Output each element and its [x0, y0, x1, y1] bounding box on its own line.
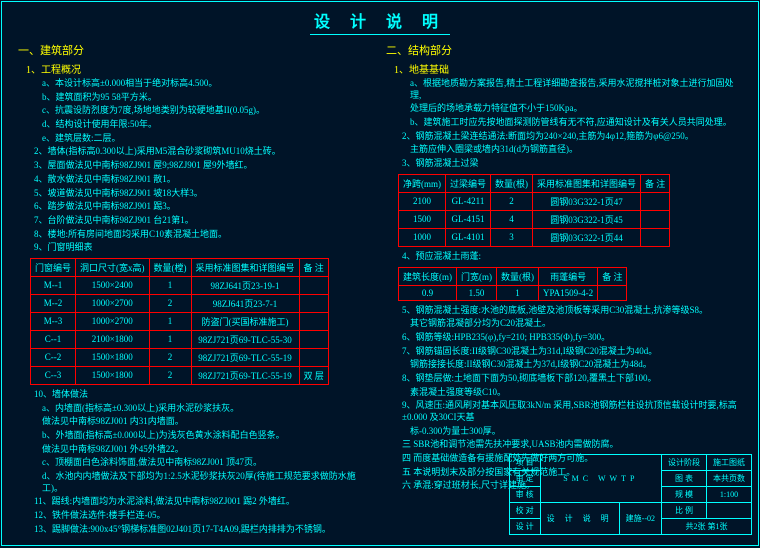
- s10b: b、外墙面(指标高±0.000以上)为浅灰色黄水涂料配白色竖条。: [42, 430, 374, 442]
- table-head: 净跨(mm) 过梁编号 数量(根) 采用标准图集和详图编号 备 注: [399, 174, 670, 192]
- rs1b: b、建筑施工时应先按地面探测防管线有无不符,应通知设计及有关人员共同处理。: [410, 117, 742, 129]
- rs1a2: 处理后的场地承载力特征值不小于150Kpa。: [410, 103, 742, 115]
- th: 过梁编号: [446, 174, 491, 192]
- table-row: C--21500×1800298ZJ721页69-TLC-55-19: [31, 348, 329, 366]
- s8: 8、楼地:所有房间地面均采用C10素混凝土地面。: [34, 229, 374, 241]
- s1b: b、建筑面积为95 58平方米。: [42, 92, 374, 104]
- right-h1: 二、结构部分: [386, 42, 742, 58]
- drawing-page: 设 计 说 明 一、建筑部分 1、工程概况 a、本设计标高±0.000相当于绝对…: [1, 1, 759, 546]
- rs9: 9、风速压:通风刷对基本风压取3kN/m 采用,SBR池钢筋栏柱设抗顶信载设计时…: [402, 400, 742, 423]
- tb-label: 规 模: [662, 487, 707, 503]
- tb-label: 审 核: [509, 487, 540, 503]
- rs5a: 其它钢筋混凝部分均为C20混凝土。: [410, 318, 742, 330]
- s10d: d、水池内内墙做法及下部均为1:2.5水泥砂浆扶灰20厚(待施工规范要求做防水施…: [42, 471, 374, 494]
- s4: 4、散水做法见中南标98ZJ901 散1。: [34, 174, 374, 186]
- th: 数量(根): [491, 174, 533, 192]
- tb-label: 审 定: [509, 471, 540, 487]
- canopy-table: 建筑长度(m) 门宽(m) 数量(根) 雨蓬编号 备 注 0.91.501YPA…: [398, 267, 627, 301]
- rs2: 2、钢筋混凝土梁连结通法:断面均为240×240,主筋为4φ12,箍筋为φ6@2…: [402, 131, 742, 143]
- tb-scale: 1:100: [707, 487, 752, 503]
- rs8a: 素混凝土强度等级C10。: [410, 387, 742, 399]
- rs8: 8、钢垫层做:土地面下面为50,砌底墙板下部120,覆黑土下部100。: [402, 373, 742, 385]
- s1c: c、抗震设防烈度为7度,场地地类别为较硬地基II(0.05g)。: [42, 105, 374, 117]
- th: 雨蓬编号: [539, 267, 598, 285]
- th: 门窗编号: [31, 258, 76, 276]
- th: 备 注: [299, 258, 328, 276]
- tb-val: 施工图纸: [707, 455, 752, 471]
- s12: 12、铁件做法选件:楼手栏连-05。: [34, 510, 374, 522]
- s5: 5、坡道做法见中南标98ZJ901 坡18大样3。: [34, 188, 374, 200]
- table-head: 门窗编号 洞口尺寸(宽x高) 数量(樘) 采用标准图集和详图编号 备 注: [31, 258, 329, 276]
- s10b2: 做法见中南标98ZJ001 外45外墙22。: [42, 444, 374, 456]
- th: 备 注: [598, 267, 627, 285]
- s1: 1、工程概况: [26, 61, 374, 76]
- tb-project: SMC WWTP: [540, 455, 661, 503]
- table-row: C--31500×1800298ZJ721页69-TLC-55-19双 层: [31, 366, 329, 384]
- s1d: d、结构设计使用年限:50年。: [42, 119, 374, 131]
- s7: 7、台阶做法见中南标98ZJ901 台21第1。: [34, 215, 374, 227]
- s3: 3、屋面做法见中南标98ZJ901 屋9;98ZJ901 屋9外墙红。: [34, 160, 374, 172]
- s10a: a、内墙面(指标高±0.300以上)采用水泥砂浆扶灰。: [42, 403, 374, 415]
- s10a2: 做法见中南标98ZJ001 内31内墙面。: [42, 416, 374, 428]
- rs3: 3、钢筋混凝土过梁: [402, 158, 742, 170]
- table-row: M--11500×2400198ZJ641页23-19-1: [31, 276, 329, 294]
- left-column: 一、建筑部分 1、工程概况 a、本设计标高±0.000相当于绝对标高4.500。…: [12, 39, 380, 538]
- left-h1: 一、建筑部分: [18, 42, 374, 58]
- tb-label: 校 对: [509, 503, 540, 519]
- th: 建筑长度(m): [399, 267, 457, 285]
- tb-label: 设 计: [509, 519, 540, 535]
- s11: 11、踢线:内墙面均为水泥涂料,做法见中南标98ZJ001 踢2 外墙红。: [34, 496, 374, 508]
- table-row: M--21000×2700298ZJ641页23-7-1: [31, 294, 329, 312]
- rs1a: a、根据地质勘方案报告,精土工程详细勘查报告,采用水泥搅拌桩对象土进行加固处理,: [410, 78, 742, 101]
- rs1: 1、地基基础: [394, 61, 742, 76]
- table-row: M--31000×27001防盗门(买国标准施工): [31, 312, 329, 330]
- th: 采用标准图集和详图编号: [191, 258, 299, 276]
- s2: 2、墙体(指标高0.300以上)采用M5混合砂浆砌筑MU10烧土砖。: [34, 146, 374, 158]
- th: 门宽(m): [457, 267, 497, 285]
- table-row: C--12100×1800198ZJ721页69-TLC-55-30: [31, 330, 329, 348]
- table-row: 1500GL-41514圆钢03G322-1页45: [399, 210, 670, 228]
- table-head: 建筑长度(m) 门宽(m) 数量(根) 雨蓬编号 备 注: [399, 267, 627, 285]
- s10c: c、顶棚面白色涂料饰面,做法见中南标98ZJ001 顶47页。: [42, 457, 374, 469]
- rs10: 三 SBR池和调节池需先扶冲要求,UASB池内需做防腐。: [402, 439, 742, 451]
- title-block: 项 目SMC WWTP设计阶段施工图纸 审 定 图 表本共页数 审 核 规 模1:1…: [509, 454, 752, 535]
- page-title: 设 计 说 明: [310, 2, 450, 35]
- s1e: e、建筑层数:二层。: [42, 133, 374, 145]
- th: 数量(樘): [149, 258, 191, 276]
- rs7: 7、钢筋锚固长度:II级钢C30混凝土为31d,I级钢C20混凝土为40d。: [402, 346, 742, 358]
- tb-label: 图 表: [662, 471, 707, 487]
- rs9a: 标-0.300为量士300厚。: [410, 426, 742, 438]
- s6: 6、踏步做法见中南标98ZJ901 踢3。: [34, 201, 374, 213]
- tb-sheet: 共2张 第1张: [662, 519, 752, 535]
- door-window-table: 门窗编号 洞口尺寸(宽x高) 数量(樘) 采用标准图集和详图编号 备 注 M--…: [30, 258, 329, 385]
- s10: 10、墙体做法: [34, 389, 374, 401]
- rs4: 4、预应混凝土雨蓬:: [402, 251, 742, 263]
- th: 备 注: [641, 174, 670, 192]
- th: 净跨(mm): [399, 174, 446, 192]
- rs5: 5、钢筋混凝土强度:水池的底板,池壁及池顶板等采用C30混凝土,抗渗等级S8。: [402, 305, 742, 317]
- s9: 9、门窗明细表: [34, 242, 374, 254]
- lintel-table: 净跨(mm) 过梁编号 数量(根) 采用标准图集和详图编号 备 注 2100GL…: [398, 174, 670, 247]
- table-row: 2100GL-42112圆钢03G322-1页47: [399, 192, 670, 210]
- rs7a: 钢筋接接长度:II级钢C30混凝土为37d,I级钢C20混凝土为48d。: [410, 359, 742, 371]
- table-row: 0.91.501YPA1509-4-2: [399, 285, 627, 300]
- tb-label: 项 目: [509, 455, 540, 471]
- table-row: 1000GL-41013圆钢03G322-1页44: [399, 228, 670, 246]
- s1a: a、本设计标高±0.000相当于绝对标高4.500。: [42, 78, 374, 90]
- th: 采用标准图集和详图编号: [533, 174, 641, 192]
- tb-label: 设计阶段: [662, 455, 707, 471]
- tb-number: 建施--02: [619, 503, 661, 535]
- th: 洞口尺寸(宽x高): [76, 258, 150, 276]
- rs6: 6、钢筋等级:HPB235(φ),fy=210; HPB335(Φ),fy=30…: [402, 332, 742, 344]
- th: 数量(根): [497, 267, 539, 285]
- tb-drawing: 设 计 说 明: [540, 503, 619, 535]
- tb-val: 本共页数: [707, 471, 752, 487]
- rs2a: 主筋应伸入圈梁或墙内31d(d为钢筋直径)。: [410, 144, 742, 156]
- s13: 13、踢脚做法:900x45°钢梯标准图02J401页17-T4A09,踢栏内排…: [34, 524, 374, 536]
